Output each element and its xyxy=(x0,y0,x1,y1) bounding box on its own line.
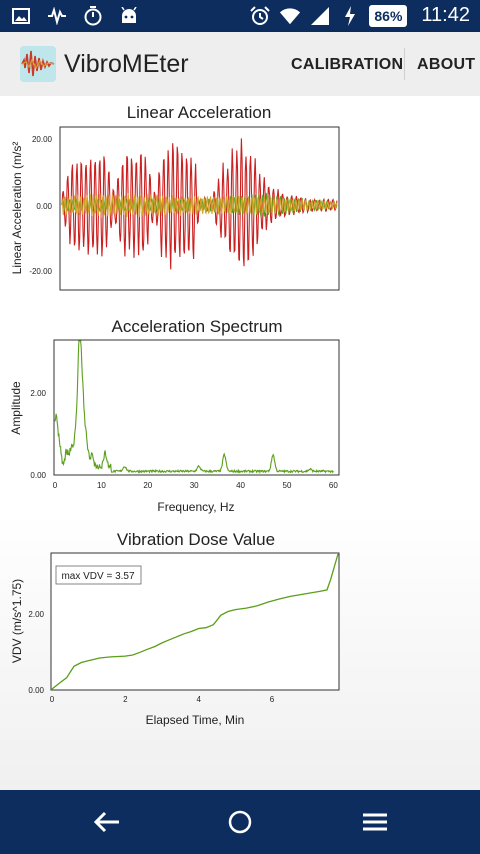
chart2-xticks: 0 10 20 30 40 50 60 xyxy=(53,481,339,490)
chart2-title: Acceleration Spectrum xyxy=(111,317,282,336)
status-icons-left xyxy=(10,5,140,27)
chart3-xticks: 0 2 4 6 xyxy=(50,695,275,704)
back-icon xyxy=(93,811,119,833)
chart3-xtick-label: 0 xyxy=(50,695,55,704)
charts-svg: Linear Acceleration 20.00 0.00 -20.00 Li… xyxy=(9,103,340,727)
home-icon xyxy=(228,810,252,834)
vibration-dose-value-chart: Vibration Dose Value 2.00 0.00 VDV (m/s^… xyxy=(10,530,340,727)
chart3-ytick-2: 0.00 xyxy=(28,686,44,695)
chart3-title: Vibration Dose Value xyxy=(117,530,275,549)
chart2-xlabel: Frequency, Hz xyxy=(157,500,234,514)
chart2-series-line xyxy=(54,340,334,475)
chart3-series-line xyxy=(51,553,339,690)
chart1-ylabel: Linear Acceleration (m/s² xyxy=(10,142,24,275)
back-button[interactable] xyxy=(90,806,124,838)
charts-area: Linear Acceleration 20.00 0.00 -20.00 Li… xyxy=(0,96,480,790)
linear-acceleration-chart: Linear Acceleration 20.00 0.00 -20.00 Li… xyxy=(10,103,340,291)
menu-button[interactable] xyxy=(358,806,392,838)
chart2-ylabel: Amplitude xyxy=(9,381,23,435)
calibration-menu[interactable]: CALIBRATION xyxy=(291,56,404,73)
menu-icon xyxy=(363,813,387,831)
wifi-icon xyxy=(279,5,301,27)
app-title: VibroMEter xyxy=(64,50,189,78)
chart1-ytick-3: -20.00 xyxy=(29,267,52,276)
chart2-xtick-label: 40 xyxy=(236,481,245,490)
battery-level: 86% xyxy=(369,4,408,27)
chart2-ytick-2: 0.00 xyxy=(30,471,46,480)
chart2-xtick-label: 10 xyxy=(97,481,106,490)
charging-icon xyxy=(339,5,361,27)
chart1-series-line xyxy=(61,192,338,218)
chart2-xtick-label: 60 xyxy=(329,481,338,490)
chart2-xtick-label: 20 xyxy=(143,481,152,490)
chart1-ytick-1: 20.00 xyxy=(32,135,53,144)
chart3-series xyxy=(51,553,339,690)
chart1-series-line xyxy=(61,138,338,270)
android-icon xyxy=(118,5,140,27)
chart1-ytick-2: 0.00 xyxy=(36,202,52,211)
status-icons-right: 86% 11:42 xyxy=(249,4,470,27)
timer-icon xyxy=(82,5,104,27)
max-vdv-label: max VDV = 3.57 xyxy=(61,571,135,582)
chart3-ylabel: VDV (m/s^1.75) xyxy=(10,579,24,663)
chart3-xtick-label: 6 xyxy=(270,695,275,704)
status-bar: 86% 11:42 xyxy=(0,0,480,32)
chart3-xlabel: Elapsed Time, Min xyxy=(146,713,245,727)
alarm-icon xyxy=(249,5,271,27)
nav-bar xyxy=(0,790,480,854)
signal-icon xyxy=(309,5,331,27)
app-logo xyxy=(20,46,56,82)
max-vdv-box xyxy=(55,565,142,585)
chart1-title: Linear Acceleration xyxy=(127,103,272,122)
chart2-series xyxy=(54,340,334,475)
activity-icon xyxy=(46,5,68,27)
acceleration-spectrum-chart: Acceleration Spectrum 2.00 0.00 Amplitud… xyxy=(9,317,340,514)
app-bar: VibroMEter CALIBRATION ABOUT xyxy=(0,32,480,96)
chart2-xtick-label: 0 xyxy=(53,481,58,490)
chart2-frame xyxy=(53,339,340,476)
chart1-series xyxy=(61,138,338,270)
about-menu[interactable]: ABOUT xyxy=(417,56,476,73)
chart3-ytick-1: 2.00 xyxy=(28,610,44,619)
menu-divider xyxy=(404,48,405,80)
chart2-xtick-label: 30 xyxy=(190,481,199,490)
clock: 11:42 xyxy=(421,4,470,26)
chart3-xtick-label: 2 xyxy=(123,695,128,704)
chart2-xtick-label: 50 xyxy=(283,481,292,490)
chart3-xtick-label: 4 xyxy=(196,695,201,704)
chart2-ytick-1: 2.00 xyxy=(30,389,46,398)
home-button[interactable] xyxy=(223,806,257,838)
image-icon xyxy=(10,5,32,27)
